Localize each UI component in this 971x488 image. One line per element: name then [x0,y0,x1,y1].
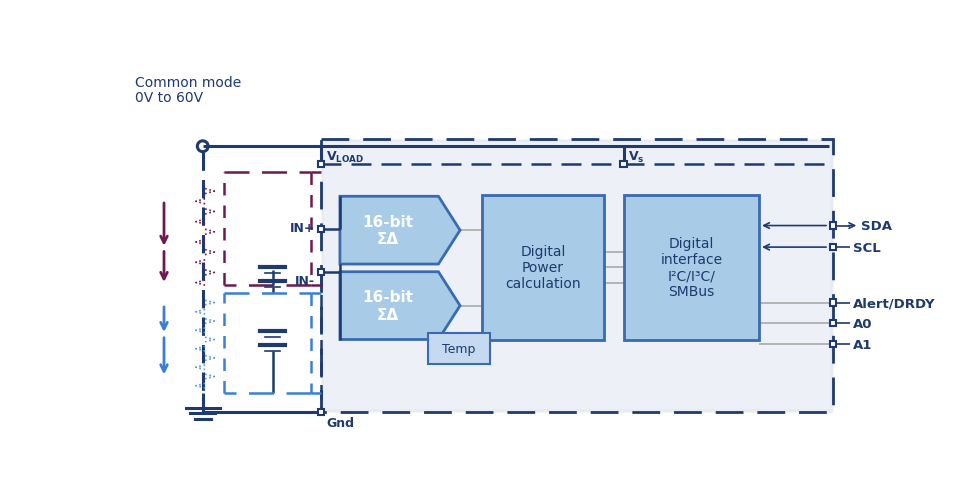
Text: $\mathbf{V_s}$: $\mathbf{V_s}$ [628,149,645,164]
Bar [482,195,604,340]
Bar [830,300,836,306]
Text: Digital
interface
I²C/I³C/
SMBus: Digital interface I²C/I³C/ SMBus [660,236,722,299]
Bar [318,226,324,232]
Bar [830,341,836,347]
Bar [321,139,833,412]
Text: Common mode: Common mode [135,76,242,89]
Text: Alert/DRDY: Alert/DRDY [853,296,936,309]
Text: IN-: IN- [295,275,316,288]
Bar [427,334,489,365]
Bar [830,223,836,229]
Text: Gnd: Gnd [326,416,354,429]
Text: Digital
Power
calculation: Digital Power calculation [505,244,581,291]
Bar [620,162,626,168]
Text: IN+: IN+ [289,221,316,234]
Text: 16-bit
ΣΔ: 16-bit ΣΔ [362,290,414,322]
Polygon shape [340,272,460,340]
Text: 0V to 60V: 0V to 60V [135,91,204,105]
Bar [318,409,324,415]
Polygon shape [340,197,460,264]
Text: A1: A1 [853,338,872,351]
Bar [318,269,324,275]
Text: SCL: SCL [853,241,881,254]
Bar [830,321,836,327]
Bar [830,244,836,251]
Text: Temp: Temp [442,343,475,356]
Bar [324,142,830,409]
Text: 16-bit
ΣΔ: 16-bit ΣΔ [362,215,414,247]
Text: A0: A0 [853,317,873,330]
Text: SDA: SDA [860,220,891,233]
Bar [623,195,759,340]
Bar [318,162,324,168]
Text: $\mathbf{V_{LOAD}}$: $\mathbf{V_{LOAD}}$ [326,149,364,164]
